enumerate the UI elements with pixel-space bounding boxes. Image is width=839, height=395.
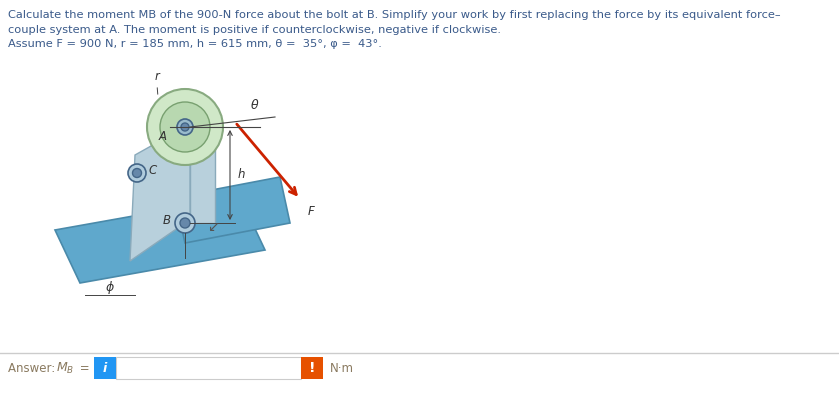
FancyBboxPatch shape [301, 357, 323, 379]
Text: !: ! [309, 361, 315, 375]
Text: $M_B$: $M_B$ [56, 361, 75, 376]
Text: A: A [159, 130, 167, 143]
Circle shape [133, 169, 142, 177]
Polygon shape [175, 177, 290, 243]
Text: B: B [163, 214, 171, 228]
Text: Assume F = 900 N, r = 185 mm, h = 615 mm, θ =  35°, φ =  43°.: Assume F = 900 N, r = 185 mm, h = 615 mm… [8, 39, 382, 49]
Text: C: C [149, 164, 157, 177]
Polygon shape [55, 197, 265, 283]
Text: h: h [238, 169, 246, 181]
Text: ↙: ↙ [207, 220, 219, 234]
Circle shape [160, 102, 210, 152]
Polygon shape [190, 127, 215, 223]
Text: F: F [308, 205, 315, 218]
FancyBboxPatch shape [116, 357, 301, 379]
Circle shape [177, 119, 193, 135]
Text: i: i [103, 361, 107, 374]
Text: $\phi$: $\phi$ [105, 278, 115, 295]
Text: couple system at A. The moment is positive if counterclockwise, negative if cloc: couple system at A. The moment is positi… [8, 25, 501, 35]
Circle shape [180, 218, 190, 228]
Text: r: r [154, 70, 159, 83]
Text: N·m: N·m [330, 361, 354, 374]
FancyBboxPatch shape [94, 357, 116, 379]
Text: Answer:: Answer: [8, 361, 59, 374]
Text: Calculate the moment MB of the 900-N force about the bolt at B. Simplify your wo: Calculate the moment MB of the 900-N for… [8, 10, 780, 20]
Circle shape [128, 164, 146, 182]
Circle shape [181, 123, 189, 131]
Circle shape [175, 213, 195, 233]
Text: $\theta$: $\theta$ [250, 98, 260, 112]
Circle shape [147, 89, 223, 165]
Text: =: = [76, 361, 90, 374]
Polygon shape [130, 127, 190, 261]
